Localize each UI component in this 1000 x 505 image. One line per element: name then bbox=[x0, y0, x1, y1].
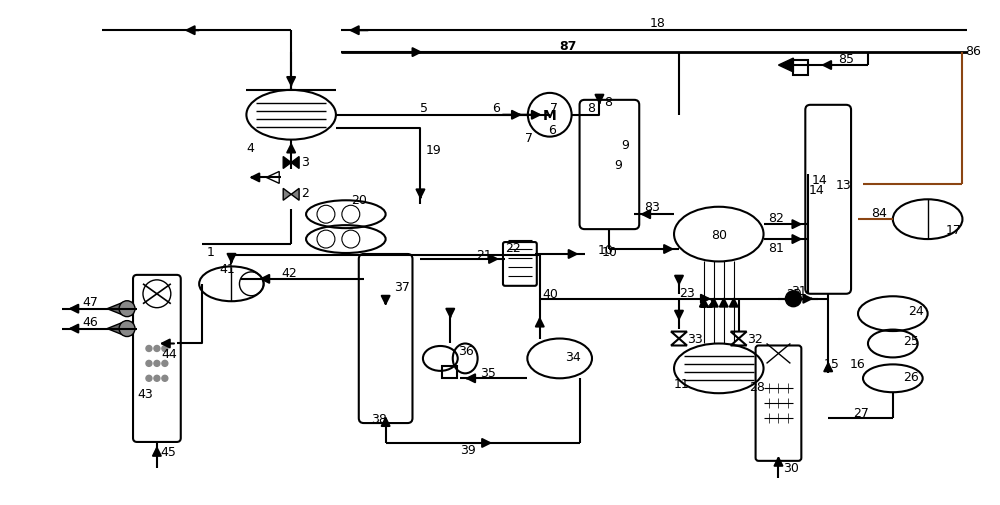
Text: 3: 3 bbox=[301, 156, 309, 169]
Text: 10: 10 bbox=[601, 245, 617, 258]
Text: 31: 31 bbox=[791, 285, 807, 297]
Text: 87: 87 bbox=[560, 39, 577, 53]
Text: 40: 40 bbox=[543, 288, 559, 300]
Text: 80: 80 bbox=[711, 228, 727, 241]
Text: 86: 86 bbox=[965, 44, 981, 58]
Text: 36: 36 bbox=[458, 344, 474, 357]
Text: 45: 45 bbox=[160, 445, 176, 459]
Text: 41: 41 bbox=[220, 263, 235, 276]
Circle shape bbox=[146, 361, 152, 367]
Text: 81: 81 bbox=[769, 241, 784, 254]
Text: 2: 2 bbox=[301, 186, 309, 199]
Text: 38: 38 bbox=[371, 412, 387, 425]
Text: 15: 15 bbox=[823, 357, 839, 370]
Text: 9: 9 bbox=[621, 139, 629, 152]
Text: 37: 37 bbox=[394, 281, 409, 294]
Text: 21: 21 bbox=[476, 249, 492, 262]
Circle shape bbox=[154, 361, 160, 367]
Circle shape bbox=[146, 376, 152, 382]
Text: 33: 33 bbox=[687, 332, 703, 345]
Text: 27: 27 bbox=[853, 406, 869, 419]
Circle shape bbox=[154, 376, 160, 382]
Text: 42: 42 bbox=[281, 267, 297, 280]
Text: 6: 6 bbox=[492, 102, 500, 115]
Text: 34: 34 bbox=[565, 350, 580, 363]
Text: 13: 13 bbox=[836, 179, 852, 191]
Text: 24: 24 bbox=[908, 305, 923, 318]
Text: 8: 8 bbox=[604, 96, 612, 109]
Polygon shape bbox=[283, 189, 291, 201]
Text: 14: 14 bbox=[811, 174, 827, 186]
Text: 84: 84 bbox=[871, 207, 887, 219]
Circle shape bbox=[119, 321, 135, 337]
Circle shape bbox=[162, 346, 168, 352]
Text: 18: 18 bbox=[649, 17, 665, 30]
Text: 12: 12 bbox=[699, 297, 715, 311]
Circle shape bbox=[785, 291, 801, 307]
Text: 85: 85 bbox=[838, 53, 854, 66]
Polygon shape bbox=[107, 303, 122, 315]
Text: 44: 44 bbox=[162, 347, 178, 360]
Text: 25: 25 bbox=[903, 334, 919, 347]
Circle shape bbox=[154, 346, 160, 352]
Text: 83: 83 bbox=[644, 200, 660, 213]
Circle shape bbox=[162, 376, 168, 382]
Bar bbox=[442, 367, 457, 379]
Circle shape bbox=[146, 346, 152, 352]
Text: 28: 28 bbox=[749, 380, 765, 393]
Text: 10: 10 bbox=[597, 243, 613, 256]
Text: 22: 22 bbox=[505, 241, 521, 254]
Text: 30: 30 bbox=[783, 462, 799, 474]
Text: 7: 7 bbox=[550, 102, 558, 115]
Text: 82: 82 bbox=[769, 211, 784, 224]
Text: 26: 26 bbox=[903, 370, 919, 383]
Text: 9: 9 bbox=[614, 159, 622, 172]
Polygon shape bbox=[283, 157, 291, 169]
Text: 8: 8 bbox=[588, 102, 596, 115]
Text: 14: 14 bbox=[808, 183, 824, 196]
Text: 43: 43 bbox=[137, 387, 153, 400]
Text: 4: 4 bbox=[246, 142, 254, 155]
Bar bbox=[793, 61, 808, 76]
Circle shape bbox=[119, 301, 135, 317]
Text: 32: 32 bbox=[747, 332, 762, 345]
Text: 11: 11 bbox=[674, 377, 690, 390]
Text: 16: 16 bbox=[850, 357, 866, 370]
Text: 17: 17 bbox=[946, 223, 961, 236]
Polygon shape bbox=[291, 189, 299, 201]
Text: 5: 5 bbox=[420, 102, 428, 115]
Text: 29: 29 bbox=[786, 288, 802, 300]
Text: 35: 35 bbox=[480, 366, 496, 379]
Text: 1: 1 bbox=[207, 245, 214, 258]
Text: 39: 39 bbox=[460, 443, 476, 457]
Text: 46: 46 bbox=[82, 316, 98, 328]
Circle shape bbox=[162, 361, 168, 367]
Text: 6: 6 bbox=[548, 124, 556, 137]
Text: 23: 23 bbox=[679, 287, 695, 299]
Text: M: M bbox=[543, 109, 557, 123]
Polygon shape bbox=[291, 157, 299, 169]
Text: 47: 47 bbox=[82, 295, 98, 309]
Polygon shape bbox=[778, 59, 793, 73]
Text: 20: 20 bbox=[351, 193, 367, 207]
Text: 7: 7 bbox=[525, 132, 533, 145]
Text: 19: 19 bbox=[425, 144, 441, 157]
Polygon shape bbox=[107, 323, 122, 335]
